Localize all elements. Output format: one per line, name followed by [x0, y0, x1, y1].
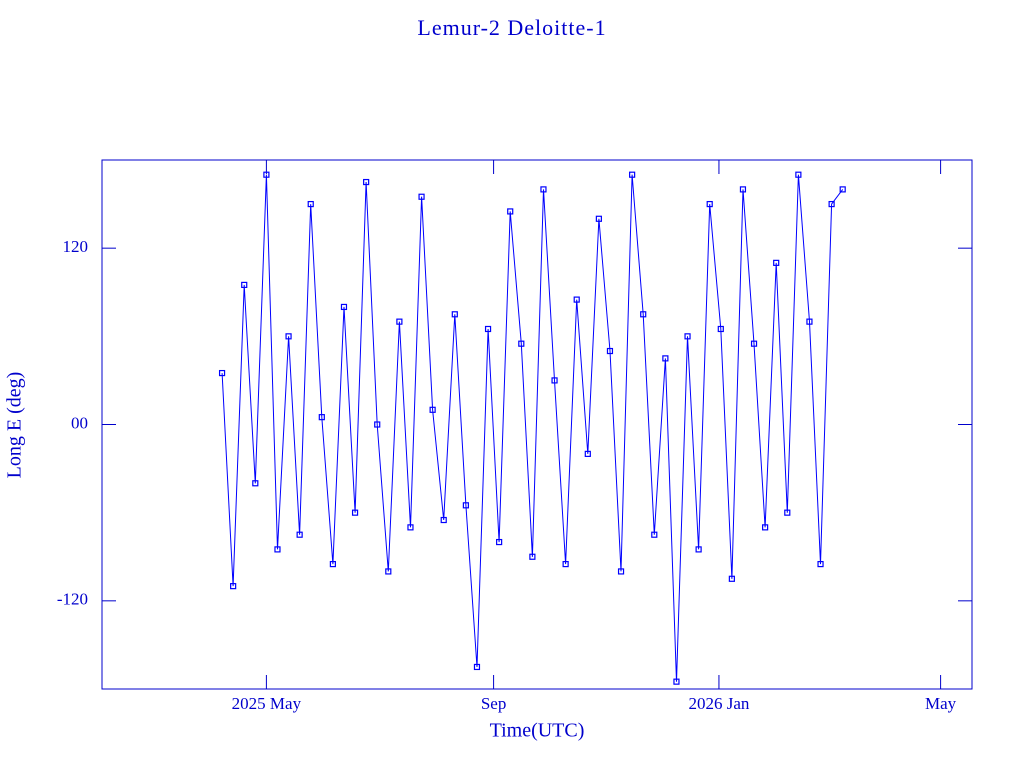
plot-frame [101, 159, 973, 690]
data-point [451, 311, 458, 318]
data-point [507, 208, 514, 215]
data-point [551, 377, 558, 384]
data-point [806, 318, 813, 325]
y-tick-label: 120 [63, 237, 89, 256]
data-point [762, 524, 769, 531]
y-tick-label: -120 [57, 590, 88, 609]
data-point [695, 546, 702, 553]
data-point [562, 560, 569, 568]
data-point [340, 303, 348, 311]
data-point [241, 281, 248, 289]
data-point [540, 186, 547, 193]
data-line [221, 174, 844, 682]
data-point [662, 355, 669, 362]
data-point [773, 259, 780, 266]
y-tick-label: 00 [71, 413, 88, 432]
data-point [363, 178, 370, 186]
x-tick-label: Sep [481, 694, 507, 713]
data-point [263, 171, 270, 178]
data-point [684, 333, 691, 340]
data-point [529, 553, 536, 560]
x-tick-label: 2026 Jan [688, 694, 749, 713]
data-point [496, 538, 503, 546]
data-point [285, 333, 292, 340]
data-point [252, 480, 259, 487]
data-point [617, 568, 625, 575]
data-point [673, 678, 680, 685]
data-point [374, 421, 381, 428]
data-point [518, 340, 525, 347]
chart-title: Lemur-2 Deloitte-1 [417, 15, 606, 40]
y-axis-label: Long E (deg) [4, 372, 26, 479]
data-point [629, 171, 636, 178]
data-point [329, 560, 336, 568]
data-point [606, 347, 614, 355]
data-point [385, 568, 392, 575]
x-axis-label: Time(UTC) [490, 720, 585, 742]
data-point [584, 450, 591, 457]
data-point [462, 502, 469, 509]
data-point [440, 516, 447, 524]
data-point [573, 296, 580, 303]
data-point [706, 200, 713, 208]
data-point [351, 509, 359, 516]
data-point [407, 524, 414, 531]
data-point [784, 509, 791, 516]
x-tick-label: 2025 May [232, 694, 302, 713]
x-tick-label: May [925, 694, 957, 713]
data-point [296, 531, 303, 538]
data-point [396, 318, 403, 325]
data-point [274, 546, 281, 553]
data-point [717, 325, 724, 333]
data-point [817, 560, 824, 568]
data-point [418, 193, 425, 200]
data-point [795, 171, 802, 178]
data-point [651, 531, 658, 538]
data-point [484, 325, 492, 333]
data-point [595, 215, 602, 222]
data-point [473, 663, 481, 671]
data-point [429, 406, 436, 413]
data-point [218, 369, 226, 377]
data-point [839, 186, 846, 193]
data-point [230, 583, 237, 590]
data-point [739, 186, 747, 193]
data-point [318, 414, 325, 421]
data-point [640, 311, 647, 318]
data-point [728, 575, 735, 582]
data-point [828, 200, 835, 208]
data-point [307, 200, 314, 208]
data-point [750, 340, 758, 347]
